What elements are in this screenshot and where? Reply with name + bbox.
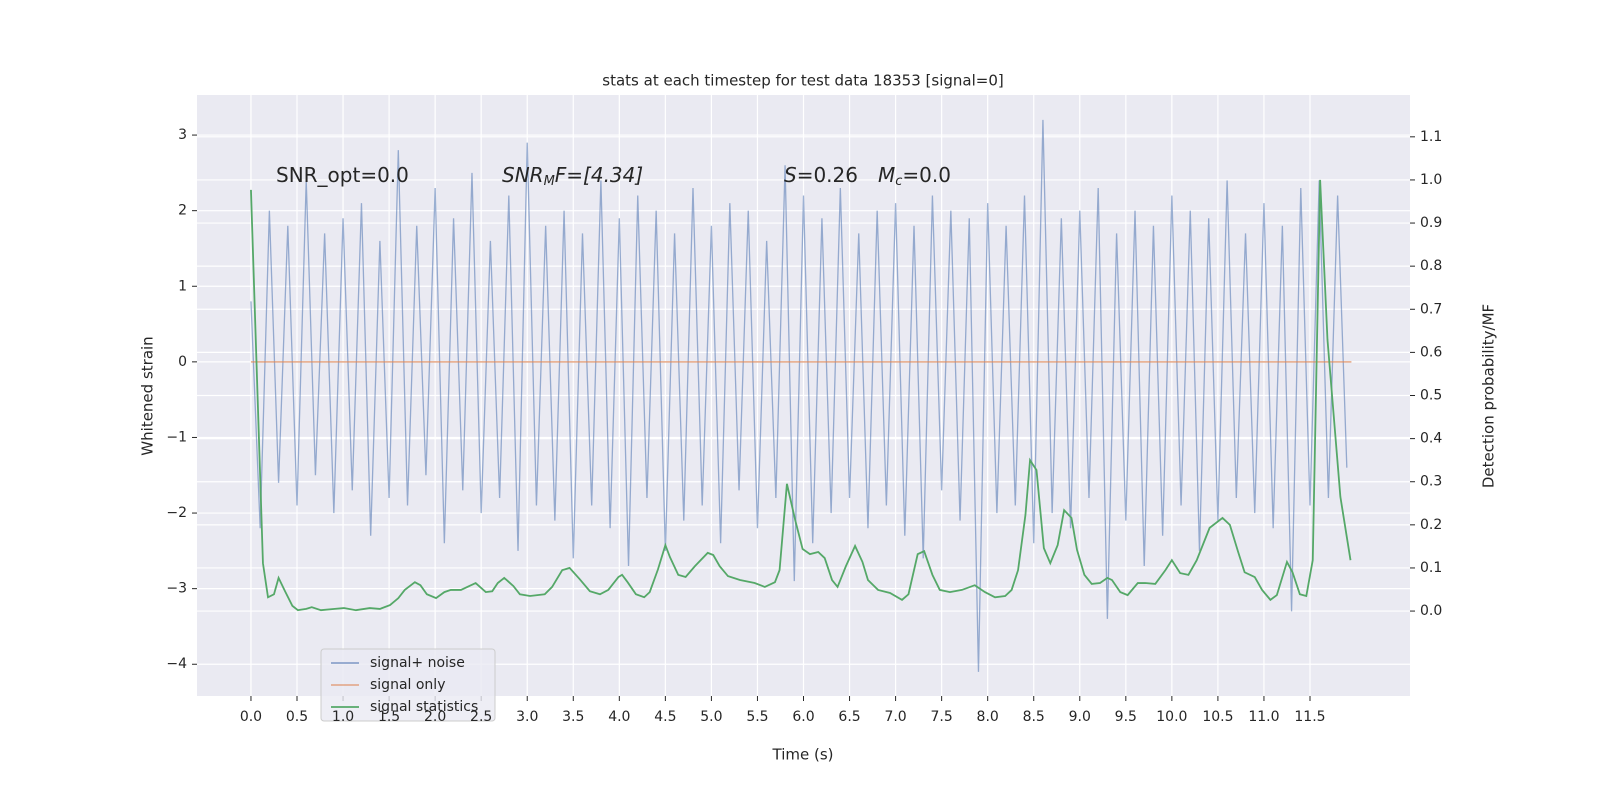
y-axis-label: Whitened strain xyxy=(139,336,157,455)
y2-tick-label: 1.1 xyxy=(1420,129,1442,145)
y2-tick-label: 0.1 xyxy=(1420,560,1442,576)
y-tick-label: −2 xyxy=(166,505,187,521)
x-tick-label: 7.0 xyxy=(884,709,906,725)
x-tick-label: 11.0 xyxy=(1248,709,1279,725)
annotation: SNRMF=[4.34] xyxy=(502,163,643,189)
x-tick-label: 7.5 xyxy=(931,709,953,725)
x-tick-label: 8.5 xyxy=(1023,709,1045,725)
annotation-text: SNR xyxy=(502,163,544,187)
legend-label: signal statistics xyxy=(370,699,478,715)
x-tick-label: 2.0 xyxy=(424,709,446,725)
x-tick-label: 2.5 xyxy=(470,709,492,725)
y-tick-label: −4 xyxy=(166,656,187,672)
y-tick-label: 3 xyxy=(178,127,187,143)
y2-tick-label: 0.4 xyxy=(1420,431,1442,447)
marks xyxy=(250,119,1352,672)
x-tick-label: 3.0 xyxy=(516,709,538,725)
x-tick-label: 4.5 xyxy=(654,709,676,725)
legend-label: signal+ noise xyxy=(370,655,465,671)
y2-tick-label: 0.2 xyxy=(1420,517,1442,533)
y2-tick-label: 0.8 xyxy=(1420,258,1442,274)
annotation: S=0.26 xyxy=(784,163,858,187)
x-tick-label: 0.5 xyxy=(286,709,308,725)
annotation-text: M xyxy=(878,163,895,187)
y2-tick-label: 0.5 xyxy=(1420,388,1442,404)
y2-tick-label: 0.0 xyxy=(1420,603,1442,619)
annotation-subscript: M xyxy=(544,174,555,189)
annotation-subscript: c xyxy=(895,174,902,189)
y2-tick-label: 0.7 xyxy=(1420,301,1442,317)
annotation-text: F=[4.34] xyxy=(555,163,643,187)
x-tick-label: 10.0 xyxy=(1156,709,1187,725)
y2-tick-label: 0.9 xyxy=(1420,215,1442,231)
x-tick-label: 0.0 xyxy=(240,709,262,725)
x-tick-label: 3.5 xyxy=(562,709,584,725)
series-line xyxy=(250,119,1348,672)
x-tick-label: 10.5 xyxy=(1202,709,1233,725)
annotation-text: S xyxy=(784,163,797,187)
x-tick-label: 8.0 xyxy=(977,709,999,725)
annotation: Mc=0.0 xyxy=(878,163,951,189)
x-tick-label: 11.5 xyxy=(1294,709,1325,725)
y-tick-label: 2 xyxy=(178,203,187,219)
x-tick-label: 6.5 xyxy=(838,709,860,725)
y-tick-label: −3 xyxy=(166,581,187,597)
series-line xyxy=(250,179,1352,612)
legend-box xyxy=(320,648,496,722)
annotation-text: =0.26 xyxy=(797,163,858,187)
y-tick-label: 1 xyxy=(178,278,187,294)
x-tick-label: 4.0 xyxy=(608,709,630,725)
y2-axis-label: Detection probability/MF xyxy=(1480,304,1498,488)
y2-tick-label: 0.6 xyxy=(1420,344,1442,360)
annotation: SNR_opt=0.0 xyxy=(276,163,409,187)
chart-title: stats at each timestep for test data 183… xyxy=(602,72,1003,90)
legend: signal+ noise signal only signal statistic… xyxy=(320,648,496,722)
y2-tick-label: 1.0 xyxy=(1420,172,1442,188)
x-tick-label: 9.5 xyxy=(1115,709,1137,725)
x-tick-label: 1.0 xyxy=(332,709,354,725)
annotation-text: =0.0 xyxy=(902,163,951,187)
x-tick-label: 9.0 xyxy=(1069,709,1091,725)
annotation-text: SNR_opt=0.0 xyxy=(276,163,409,187)
y-tick-label: −1 xyxy=(166,429,187,445)
legend-label: signal only xyxy=(370,677,445,693)
x-tick-label: 5.0 xyxy=(700,709,722,725)
y-tick-label: 0 xyxy=(178,354,187,370)
x-tick-label: 6.0 xyxy=(792,709,814,725)
y2-tick-label: 0.3 xyxy=(1420,474,1442,490)
x-axis-label: Time (s) xyxy=(772,746,834,764)
x-tick-label: 1.5 xyxy=(378,709,400,725)
x-tick-label: 5.5 xyxy=(746,709,768,725)
